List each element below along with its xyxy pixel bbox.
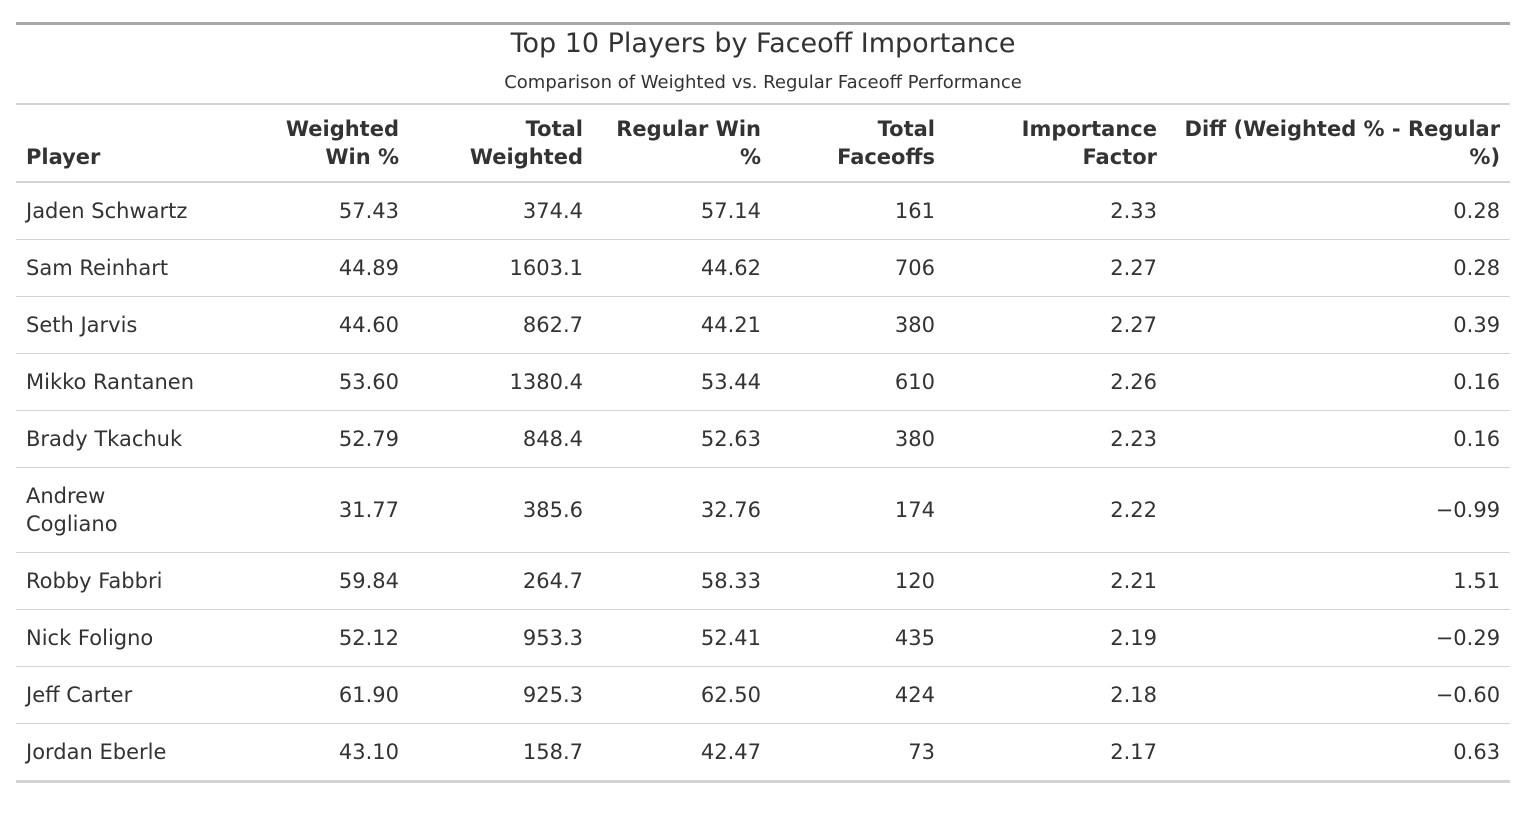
cell-total-faceoffs: 161 — [894, 199, 935, 223]
cell-total-weighted: 158.7 — [409, 723, 593, 782]
cell-importance-factor: 2.18 — [945, 666, 1167, 724]
cell-player: Brady Tkachuk — [16, 410, 225, 468]
cell-weighted-win-pct: 61.90 — [225, 666, 409, 724]
cell-weighted-win-pct: 44.60 — [225, 296, 409, 354]
cell-diff: 0.16 — [1167, 410, 1511, 468]
table-row: Sam Reinhart 44.89 1603.1 44.62 706 2.27 0.28 — [16, 239, 1511, 297]
table-row: Mikko Rantanen 53.60 1380.4 53.44 610 2.26 0.1… — [16, 353, 1511, 411]
table-row: Jordan Eberle 43.10 158.7 42.47 73 2.17 0.63 — [16, 723, 1511, 782]
table-row: Jaden Schwartz 57.43 374.4 57.14 161 2.33 0.28 — [16, 182, 1510, 240]
cell-total-weighted: 1380.4 — [409, 353, 593, 411]
cell-total-faceoffs: 120 — [771, 552, 945, 610]
table-row: Brady Tkachuk 52.79 848.4 52.63 380 2.23 0.16 — [16, 410, 1511, 468]
cell-player: Andrew Cogliano — [16, 467, 225, 553]
cell-diff: −0.99 — [1167, 467, 1511, 553]
cell-weighted-win-pct: 53.60 — [225, 353, 409, 411]
cell-regular-win-pct: 44.62 — [593, 239, 771, 297]
cell-regular-win-pct: 57.14 — [700, 199, 761, 223]
column-header-importance-factor: Importance Factor — [945, 104, 1167, 183]
cell-weighted-win-pct: 44.89 — [225, 239, 409, 297]
cell-regular-win-pct: 52.63 — [593, 410, 771, 468]
column-header-regular-win-pct: Regular Win % — [593, 104, 771, 183]
cell-player: Mikko Rantanen — [16, 353, 225, 411]
table-body: Jaden Schwartz 57.43 374.4 57.14 161 2.33 0.28… — [16, 182, 1511, 782]
cell-total-weighted: 1603.1 — [409, 239, 593, 297]
cell-total-faceoffs: 380 — [771, 410, 945, 468]
cell-regular-win-pct: 32.76 — [593, 467, 771, 553]
cell-importance-factor: 2.26 — [945, 353, 1167, 411]
cell-total-faceoffs: 174 — [771, 467, 945, 553]
cell-diff: 0.63 — [1167, 723, 1511, 782]
cell-total-weighted: 925.3 — [409, 666, 593, 724]
cell-total-faceoffs: 706 — [771, 239, 945, 297]
cell-total-weighted: 848.4 — [409, 410, 593, 468]
table-row: Robby Fabbri 59.84 264.7 58.33 120 2.21 1.51 — [16, 552, 1511, 610]
cell-diff: −0.29 — [1167, 609, 1511, 667]
cell-weighted-win-pct: 59.84 — [225, 552, 409, 610]
cell-total-faceoffs: 380 — [771, 296, 945, 354]
table-row: Nick Foligno 52.12 953.3 52.41 435 2.19 −0.29 — [16, 609, 1511, 667]
cell-importance-factor: 2.19 — [945, 609, 1167, 667]
cell-diff: −0.60 — [1167, 666, 1511, 724]
faceoff-table-container: Top 10 Players by Faceoff Importance Com… — [16, 22, 1511, 783]
column-header-weighted-win-pct: Weighted Win % — [225, 104, 409, 183]
cell-total-weighted: 264.7 — [409, 552, 593, 610]
cell-regular-win-pct: 52.41 — [593, 609, 771, 667]
cell-total-weighted: 953.3 — [409, 609, 593, 667]
cell-diff: 1.51 — [1167, 552, 1511, 610]
cell-importance-factor: 2.17 — [945, 723, 1167, 782]
column-header-row: Player Weighted Win % Total Weighted Regula… — [16, 104, 1511, 183]
table-title: Top 10 Players by Faceoff Importance — [510, 28, 1016, 59]
cell-regular-win-pct: 62.50 — [593, 666, 771, 724]
cell-player: Sam Reinhart — [16, 239, 225, 297]
cell-regular-win-pct: 58.33 — [593, 552, 771, 610]
cell-regular-win-pct: 44.21 — [593, 296, 771, 354]
cell-total-weighted: 374.4 — [522, 199, 583, 223]
cell-total-weighted: 385.6 — [409, 467, 593, 553]
table-row: Andrew Cogliano 31.77 385.6 32.76 174 2.22 −0.9… — [16, 467, 1511, 553]
cell-weighted-win-pct: 52.79 — [225, 410, 409, 468]
faceoff-importance-table: Top 10 Players by Faceoff Importance Com… — [16, 22, 1511, 783]
column-header-player: Player — [16, 104, 225, 183]
cell-total-weighted: 862.7 — [409, 296, 593, 354]
cell-player: Jeff Carter — [16, 666, 225, 724]
cell-diff: 0.39 — [1167, 296, 1511, 354]
table-row: Seth Jarvis 44.60 862.7 44.21 380 2.27 0.39 — [16, 296, 1511, 354]
cell-importance-factor: 2.22 — [945, 467, 1167, 553]
cell-weighted-win-pct: 31.77 — [225, 467, 409, 553]
cell-total-faceoffs: 73 — [771, 723, 945, 782]
cell-importance-factor: 2.21 — [945, 552, 1167, 610]
cell-importance-factor: 2.27 — [945, 296, 1167, 354]
cell-importance-factor: 2.33 — [1110, 199, 1157, 223]
cell-weighted-win-pct: 52.12 — [225, 609, 409, 667]
cell-regular-win-pct: 53.44 — [593, 353, 771, 411]
table-row: Jeff Carter 61.90 925.3 62.50 424 2.18 −0.60 — [16, 666, 1511, 724]
cell-total-faceoffs: 424 — [771, 666, 945, 724]
cell-importance-factor: 2.23 — [945, 410, 1167, 468]
cell-player: Robby Fabbri — [16, 552, 225, 610]
cell-weighted-win-pct: 57.43 — [338, 199, 399, 223]
cell-diff: 0.28 — [1167, 239, 1511, 297]
cell-importance-factor: 2.27 — [945, 239, 1167, 297]
cell-player: Jaden Schwartz — [26, 199, 188, 223]
cell-total-faceoffs: 610 — [771, 353, 945, 411]
cell-diff: 0.16 — [1167, 353, 1511, 411]
cell-total-faceoffs: 435 — [771, 609, 945, 667]
cell-player: Jordan Eberle — [16, 723, 225, 782]
cell-player: Nick Foligno — [16, 609, 225, 667]
cell-regular-win-pct: 42.47 — [593, 723, 771, 782]
column-header-diff: Diff (Weighted % - Regular %) — [1167, 104, 1511, 183]
table-subtitle: Comparison of Weighted vs. Regular Faceo… — [16, 63, 1511, 105]
cell-diff: 0.28 — [1453, 199, 1501, 223]
cell-weighted-win-pct: 43.10 — [225, 723, 409, 782]
column-header-total-weighted: Total Weighted — [409, 104, 593, 183]
column-header-total-faceoffs: Total Faceoffs — [771, 104, 945, 183]
cell-player: Seth Jarvis — [16, 296, 225, 354]
